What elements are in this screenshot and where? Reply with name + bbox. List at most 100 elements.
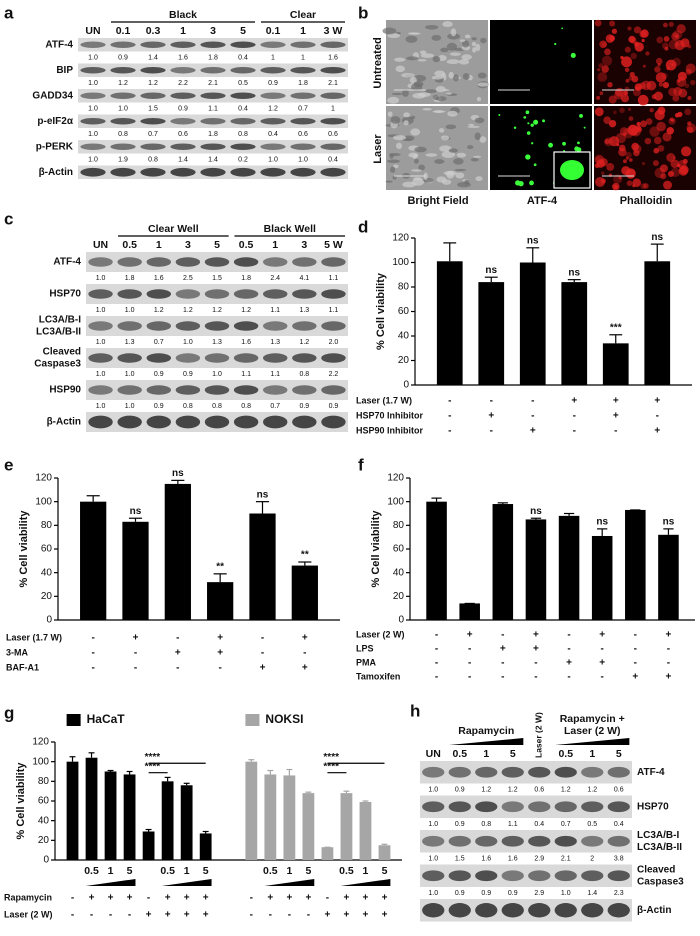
lane-label: 1: [272, 239, 278, 251]
condition-sign: -: [326, 893, 329, 904]
bar: [291, 565, 318, 620]
cell: [456, 152, 467, 158]
blot-band: [117, 415, 142, 429]
panel-label: a: [4, 3, 14, 22]
panel-label: e: [4, 455, 13, 474]
blot-band: [321, 289, 346, 299]
condition-label: Rapamycin: [4, 892, 52, 902]
blot-band: [230, 67, 256, 74]
condition-sign: +: [127, 893, 133, 904]
lane-label: 5: [240, 25, 246, 37]
band-value: 1.3: [212, 339, 222, 346]
cell: [387, 33, 400, 39]
y-tick-label: 60: [398, 306, 410, 317]
bracket-label: ****: [145, 761, 161, 772]
lane-label: 1: [589, 748, 595, 760]
actin: [623, 132, 627, 136]
x-tick-label: 0.5: [160, 865, 175, 877]
cell: [467, 125, 480, 128]
blot-band: [422, 903, 445, 918]
actin: [598, 63, 604, 69]
actin: [640, 120, 647, 128]
actin: [677, 71, 687, 81]
condition-sign: +: [217, 648, 223, 659]
x-tick-label: 0.5: [84, 865, 99, 877]
lane-label: UN: [93, 239, 108, 251]
nucleus: [526, 131, 531, 135]
cell: [474, 117, 485, 124]
condition-sign: -: [91, 633, 94, 644]
cell: [391, 92, 403, 96]
blot-band: [110, 67, 136, 74]
nucleus: [561, 27, 563, 30]
lane-label: 3: [210, 25, 216, 37]
band-value: 0.8: [212, 403, 222, 410]
cell: [479, 136, 487, 143]
actin: [677, 79, 681, 83]
condition-sign: +: [599, 658, 605, 669]
actin: [612, 182, 620, 191]
condition-sign: -: [567, 630, 570, 641]
y-tick-label: 20: [41, 591, 53, 602]
blot-band: [321, 385, 346, 395]
condition-sign: -: [667, 658, 670, 669]
lane-label: UN: [85, 25, 100, 37]
blot-band: [146, 353, 172, 363]
actin: [664, 46, 669, 51]
condition-sign: +: [467, 630, 473, 641]
y-axis-label: % Cell viability: [370, 510, 382, 588]
blot-band: [260, 41, 286, 48]
actin: [677, 111, 683, 118]
blot-band: [260, 92, 286, 99]
band-value: 1.2: [268, 105, 278, 112]
band-value: 0.9: [508, 890, 518, 897]
nucleus: [498, 114, 501, 116]
actin: [599, 158, 608, 167]
y-tick-label: 120: [392, 233, 409, 244]
band-value: 0.8: [241, 403, 251, 410]
cell: [447, 33, 461, 40]
x-tick-label: 5: [203, 865, 209, 877]
actin: [680, 38, 690, 48]
blot-band: [292, 415, 317, 429]
cell: [401, 89, 409, 97]
blot-band: [448, 766, 471, 778]
y-tick-label: 120: [35, 473, 52, 484]
band-value: 1.1: [241, 371, 251, 378]
actin: [684, 108, 692, 116]
y-tick-label: 0: [46, 615, 52, 626]
cell: [410, 128, 421, 136]
y-tick-label: 40: [38, 815, 50, 826]
band-value: 0.7: [561, 821, 571, 828]
actin: [601, 65, 609, 73]
actin: [656, 36, 664, 44]
blot-band: [204, 385, 230, 395]
x-tick-label: 5: [305, 865, 311, 877]
condition-sign: +: [500, 644, 506, 655]
actin: [624, 46, 631, 53]
significance: ns: [530, 506, 542, 517]
band-value: 0.2: [238, 156, 248, 163]
actin: [594, 19, 602, 27]
blot-band: [292, 385, 317, 395]
blot-band: [290, 167, 316, 177]
blot-band: [260, 118, 286, 125]
blot-band: [320, 67, 346, 74]
band-value: 1.0: [212, 371, 222, 378]
condition-sign: -: [435, 630, 438, 641]
blot-band: [292, 321, 317, 331]
x-tick-label: 1: [184, 865, 190, 877]
actin: [596, 95, 601, 100]
x-tick-label: 0.5: [339, 865, 354, 877]
actin: [672, 94, 680, 102]
bar: [436, 261, 463, 385]
blot-band: [448, 801, 471, 813]
actin: [623, 90, 629, 96]
actin: [628, 116, 634, 121]
blot-band: [110, 118, 136, 125]
bar: [302, 793, 315, 860]
band-value: 0.4: [238, 54, 248, 61]
band-value: 1.4: [208, 156, 218, 163]
cell: [476, 96, 482, 102]
bar: [80, 501, 107, 620]
